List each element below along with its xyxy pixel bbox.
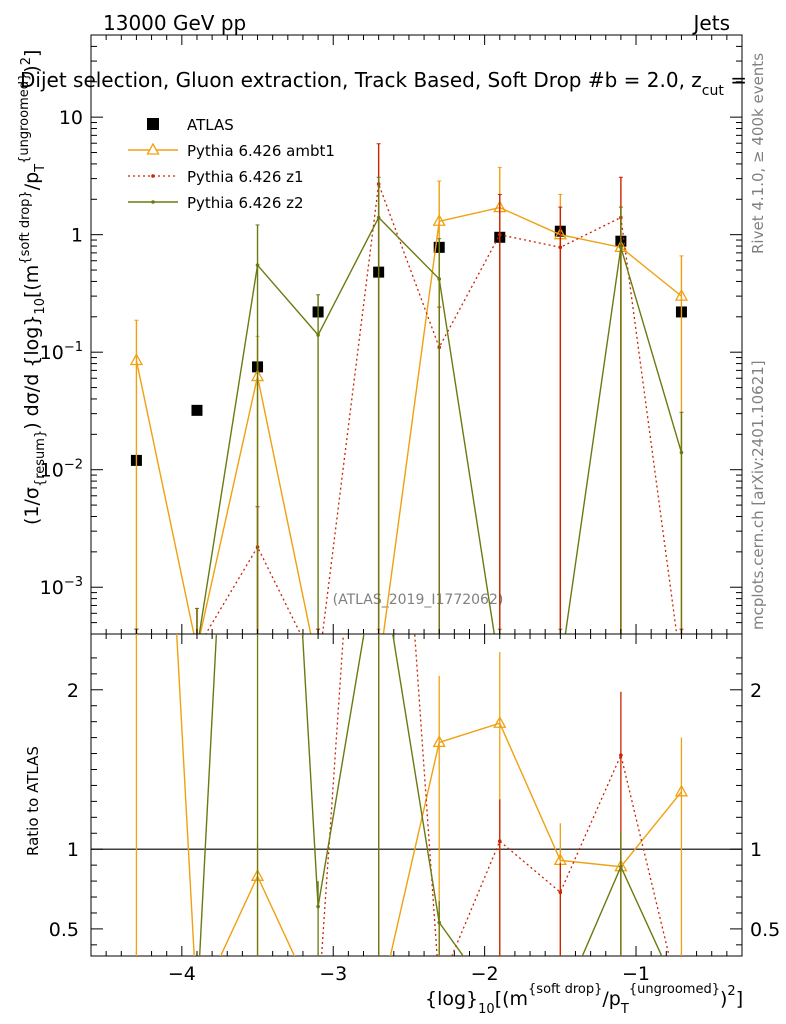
ratio-data-point xyxy=(135,1005,139,1009)
ratio-data-point xyxy=(619,864,623,869)
rivet-label: Rivet 4.1.0, ≥ 400k events xyxy=(749,53,767,254)
data-point xyxy=(376,215,381,220)
legend-item: Pythia 6.426 z2 xyxy=(128,194,304,212)
analysis-watermark: (ATLAS_2019_I1772062) xyxy=(333,592,504,608)
data-point xyxy=(316,333,320,337)
data-point xyxy=(432,213,446,226)
legend-marker xyxy=(151,200,155,204)
ratio-data-point xyxy=(195,1005,199,1009)
data-point xyxy=(680,668,684,672)
ratio-panel: −4 −3 −2 −1 0.5 0.5 1 1 2 2 xyxy=(49,35,780,1011)
data-point xyxy=(619,245,623,250)
ratio-data-point xyxy=(497,839,502,844)
ratio-data-point xyxy=(674,784,689,797)
legend-label: Pythia 6.426 z1 xyxy=(187,168,304,186)
y-tick-label: 10−2 xyxy=(40,458,83,482)
plot-title: Dijet selection, Gluon extraction, Track… xyxy=(20,68,747,99)
atlas-data-point xyxy=(191,404,203,416)
legend-item: Pythia 6.426 ambt1 xyxy=(128,142,335,160)
ratio-data-point xyxy=(316,1005,320,1009)
y-tick-label: 10−1 xyxy=(40,340,83,364)
ratio-data-point xyxy=(256,1002,260,1006)
legend-label: Pythia 6.426 ambt1 xyxy=(187,142,335,160)
ratio-data-point xyxy=(493,715,507,728)
legend-marker xyxy=(151,174,155,178)
data-point xyxy=(679,450,684,455)
legend-label: Pythia 6.426 z2 xyxy=(187,194,304,212)
legend-label: ATLAS xyxy=(187,116,234,134)
data-point xyxy=(191,643,202,653)
ratio-data-point xyxy=(432,735,446,748)
ratio-data-point xyxy=(377,114,381,118)
data-point xyxy=(437,277,442,281)
header-left: 13000 GeV pp xyxy=(103,11,246,35)
data-point xyxy=(129,353,144,366)
legend-marker-atlas xyxy=(147,118,159,130)
ratio-y-tick-label-right: 0.5 xyxy=(750,919,780,941)
ratio-y-tick-label-right: 1 xyxy=(750,839,762,861)
ratio-y-tick-label: 2 xyxy=(67,680,79,702)
data-point xyxy=(559,668,563,672)
ratio-data-point xyxy=(558,890,563,895)
x-tick-label: −3 xyxy=(319,963,347,985)
data-point xyxy=(674,288,689,301)
ratio-data-point xyxy=(316,904,320,909)
data-point xyxy=(195,647,199,651)
ratio-series-line xyxy=(176,634,682,956)
ratio-y-tick-label: 1 xyxy=(67,839,79,861)
y-tick-label: 10 xyxy=(59,107,83,129)
x-tick-label: −2 xyxy=(471,963,499,985)
mcplots-label: mcplots.cern.ch [arXiv:2401.10621] xyxy=(749,360,767,630)
ratio-data-point xyxy=(373,1001,384,1011)
ratio-series-line xyxy=(198,634,663,956)
legend: ATLAS Pythia 6.426 ambt1 Pythia 6.426 z1 Py… xyxy=(128,116,335,212)
ratio-data-point xyxy=(680,1005,684,1009)
series-line xyxy=(204,183,678,634)
data-point xyxy=(195,647,199,651)
ratio-y-tick-label-right: 2 xyxy=(750,680,762,702)
legend-marker xyxy=(146,142,160,155)
ratio-data-point xyxy=(619,753,623,757)
x-tick-label: −1 xyxy=(622,963,650,985)
y-tick-label: 1 xyxy=(71,225,83,247)
ratio-series-group xyxy=(135,114,689,1011)
ratio-data-point xyxy=(195,1005,199,1009)
data-point xyxy=(497,232,502,237)
ratio-data-point xyxy=(313,1001,324,1011)
ratio-data-point xyxy=(135,1005,139,1009)
ratio-data-point xyxy=(437,920,442,925)
data-point xyxy=(255,263,260,267)
main-y-label: (1/σ{resum}) dσ/d {log}10[(m{soft drop}/… xyxy=(17,50,48,525)
x-tick-label: −4 xyxy=(168,963,196,985)
ratio-data-point xyxy=(680,997,684,1001)
x-axis-label: {log}10[(m{soft drop}/pT{ungroomed})2] xyxy=(425,982,743,1017)
legend-item: Pythia 6.426 z1 xyxy=(128,168,304,186)
ratio-y-tick-label: 0.5 xyxy=(49,919,79,941)
header-right: Jets xyxy=(692,11,730,35)
series-line xyxy=(135,206,682,634)
ratio-data-point xyxy=(191,1001,202,1011)
ratio-data-point xyxy=(559,1005,563,1009)
y-tick-label: 10−3 xyxy=(40,575,83,599)
data-point xyxy=(313,663,324,673)
ratio-y-label: Ratio to ATLAS xyxy=(24,746,42,856)
series-line xyxy=(198,216,683,634)
main-panel: 10−3 10−2 10−1 1 10 xyxy=(40,34,743,956)
ratio-frame-box xyxy=(90,633,743,957)
data-point xyxy=(316,668,320,672)
data-point xyxy=(558,245,563,250)
main-series-group xyxy=(129,143,689,673)
legend-item: ATLAS xyxy=(147,116,234,134)
